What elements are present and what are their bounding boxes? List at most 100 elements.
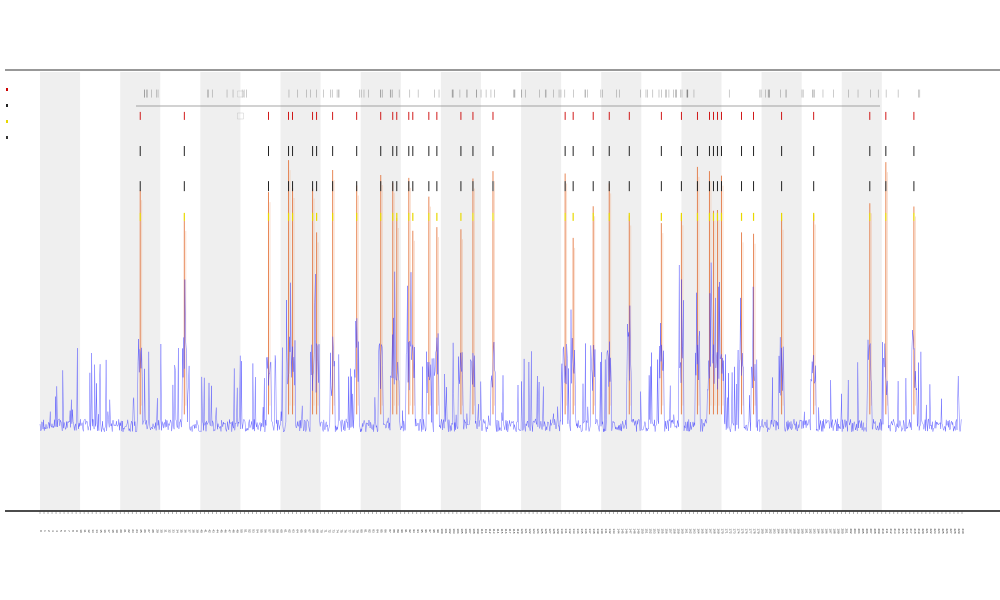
- x-tick-label: 90: [400, 529, 404, 533]
- x-tick-label: 118: [512, 529, 516, 534]
- x-tick-label: 106: [464, 528, 468, 533]
- x-tick-label: 151: [644, 528, 648, 533]
- x-tick-label: 156: [664, 528, 668, 533]
- x-tick-label: 28: [151, 529, 155, 533]
- x-tick-label: 84: [376, 529, 380, 533]
- x-tick-label: 75: [340, 529, 344, 533]
- trace-line: [39, 262, 962, 433]
- x-tick-label: 197: [829, 528, 833, 533]
- x-tick-label: 213: [893, 528, 897, 533]
- x-tick-label: 38: [191, 529, 195, 533]
- x-tick-label: 97: [428, 529, 432, 533]
- x-tick-label: 217: [909, 528, 913, 533]
- x-tick-label: 9: [75, 530, 79, 532]
- x-tick-label: 141: [604, 528, 608, 533]
- x-tick-label: 194: [817, 528, 821, 533]
- x-tick-label: 114: [496, 529, 500, 534]
- band: [841, 72, 882, 511]
- annotation-marker: [237, 90, 244, 98]
- x-tick-label: 47: [227, 529, 231, 533]
- x-tick-label: 85: [380, 529, 384, 533]
- x-tick-label: 30: [159, 529, 163, 533]
- x-tick-label: 49: [235, 529, 239, 533]
- x-tick-label: 226: [945, 528, 949, 533]
- annotation-marker: [237, 112, 244, 120]
- x-tick-label: 83: [372, 529, 376, 533]
- band: [40, 72, 81, 511]
- x-tick-label: 219: [917, 528, 921, 533]
- x-tick-label: 208: [873, 528, 877, 533]
- x-tick-label: 101: [444, 528, 448, 533]
- x-tick-label: 41: [203, 529, 207, 533]
- x-tick-label: 148: [632, 528, 636, 533]
- x-tick-label: 74: [336, 529, 340, 533]
- x-tick-label: 221: [925, 528, 929, 533]
- x-tick-label: 31: [163, 529, 167, 533]
- x-tick-label: 81: [364, 529, 368, 533]
- x-tick-label: 161: [684, 528, 688, 533]
- x-tick-label: 10: [79, 529, 83, 533]
- x-tick-label: 165: [700, 528, 704, 533]
- x-tick-label: 109: [476, 528, 480, 533]
- x-tick-label: 212: [889, 528, 893, 533]
- x-tick-label: 45: [219, 529, 223, 533]
- x-tick-label: 105: [460, 528, 464, 533]
- x-tick-label: 15: [99, 529, 103, 533]
- x-tick-label: 87: [388, 529, 392, 533]
- x-tick-label: 111: [484, 529, 488, 534]
- band: [280, 72, 321, 511]
- x-tick-label: 80: [360, 529, 364, 533]
- x-tick-label: 139: [596, 528, 600, 533]
- x-tick-label: 127: [548, 528, 552, 533]
- x-tick-label: 167: [708, 528, 712, 533]
- x-tick-label: 183: [773, 528, 777, 533]
- x-tick-label: 160: [680, 528, 684, 533]
- x-tick-label: 42: [207, 529, 211, 533]
- x-tick-label: 35: [179, 529, 183, 533]
- x-tick-label: 174: [737, 528, 741, 533]
- x-tick-label: 172: [728, 528, 732, 533]
- x-tick-label: 179: [757, 528, 761, 533]
- x-tick-label: 199: [837, 528, 841, 533]
- legend-swatch: [6, 104, 8, 107]
- x-tick-label: 115: [500, 529, 504, 534]
- x-tick-label: 147: [628, 528, 632, 533]
- x-tick-label: 23: [131, 529, 135, 533]
- x-tick-label: 196: [825, 528, 829, 533]
- x-tick-label: 0: [39, 530, 43, 532]
- x-tick-label: 209: [877, 528, 881, 533]
- x-tick-label: 11: [83, 529, 87, 532]
- x-tick-label: 108: [472, 528, 476, 533]
- legend: [6, 88, 8, 139]
- x-tick-label: 185: [781, 528, 785, 533]
- x-tick-label: 138: [592, 528, 596, 533]
- x-tick-label: 76: [344, 529, 348, 533]
- x-tick-label: 200: [841, 528, 845, 533]
- x-tick-label: 146: [624, 528, 628, 533]
- x-tick-label: 72: [328, 529, 332, 533]
- x-tick-label: 154: [656, 528, 660, 533]
- x-tick-label: 107: [468, 528, 472, 533]
- x-tick-label: 181: [765, 528, 769, 533]
- x-tick-label: 135: [580, 528, 584, 533]
- x-tick-label: 58: [272, 529, 276, 533]
- x-tick-label: 211: [885, 529, 889, 534]
- x-tick-label: 77: [348, 529, 352, 533]
- x-tick-label: 78: [352, 529, 356, 533]
- x-tick-label: 19: [115, 529, 119, 533]
- x-tick-label: 153: [652, 528, 656, 533]
- band: [200, 72, 241, 511]
- x-tick-label: 137: [588, 528, 592, 533]
- x-tick-label: 143: [612, 528, 616, 533]
- x-tick-label: 14: [95, 529, 99, 533]
- x-tick-label: 169: [716, 528, 720, 533]
- x-tick-label: 223: [933, 528, 937, 533]
- x-tick-label: 1: [43, 530, 47, 532]
- x-tick-label: 102: [448, 528, 452, 533]
- x-tick-label: 131: [564, 528, 568, 533]
- x-tick-label: 126: [544, 528, 548, 533]
- x-tick-label: 150: [640, 528, 644, 533]
- x-tick-label: 48: [231, 529, 235, 533]
- x-tick-label: 191: [805, 528, 809, 533]
- x-tick-label: 2: [47, 530, 51, 532]
